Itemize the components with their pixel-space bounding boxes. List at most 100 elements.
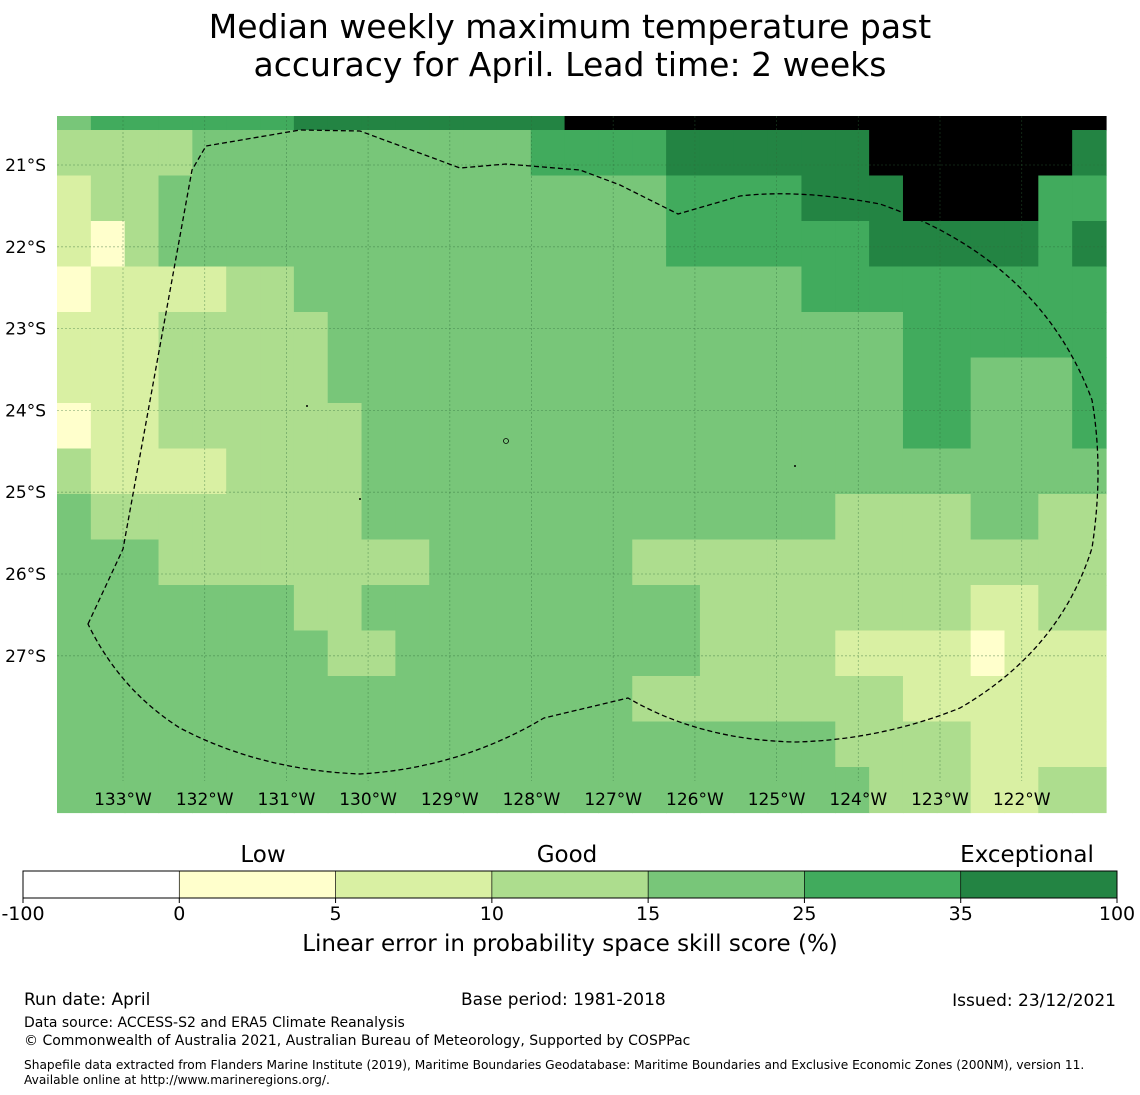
heatmap-cell bbox=[192, 448, 227, 495]
heatmap-cell bbox=[463, 676, 498, 723]
heatmap-cell bbox=[801, 116, 836, 131]
heatmap-cell bbox=[124, 175, 160, 222]
heatmap-cell bbox=[429, 221, 464, 268]
colorbar-tick-label: 5 bbox=[330, 903, 342, 925]
heatmap-cell bbox=[530, 448, 566, 495]
heatmap-cell bbox=[361, 312, 396, 359]
heatmap-cell bbox=[395, 630, 430, 677]
chart-title: Median weekly maximum temperature past a… bbox=[0, 8, 1140, 84]
heatmap-cell bbox=[699, 539, 735, 586]
heatmap-cell bbox=[936, 767, 972, 814]
heatmap-cell bbox=[327, 357, 363, 404]
heatmap-cell bbox=[666, 312, 701, 359]
heatmap-cell bbox=[57, 630, 92, 677]
heatmap-cell bbox=[1038, 357, 1073, 404]
heatmap-cell bbox=[530, 494, 566, 541]
heatmap-cell bbox=[530, 221, 566, 268]
heatmap-cell bbox=[293, 539, 329, 586]
heatmap-cell bbox=[801, 494, 836, 541]
heatmap-cell bbox=[801, 266, 836, 313]
heatmap-cell bbox=[666, 630, 701, 677]
heatmap-cell bbox=[598, 130, 633, 177]
heatmap-cell bbox=[1004, 130, 1039, 177]
heatmap-cell bbox=[429, 357, 464, 404]
x-tick-label: 123°W bbox=[911, 790, 969, 810]
heatmap-cell bbox=[1038, 175, 1073, 222]
colorbar-segment bbox=[179, 871, 336, 898]
heatmap-cell bbox=[124, 676, 160, 723]
heatmap-cell bbox=[226, 403, 261, 450]
heatmap-cell bbox=[970, 266, 1006, 313]
heatmap-cell bbox=[1004, 312, 1039, 359]
heatmap-cell bbox=[733, 221, 769, 268]
copyright-notice: © Commonwealth of Australia 2021, Austra… bbox=[24, 1033, 691, 1049]
heatmap-cell bbox=[666, 130, 701, 177]
heatmap-cell bbox=[767, 767, 803, 814]
heatmap-cell bbox=[598, 721, 633, 768]
island bbox=[306, 405, 308, 407]
heatmap-cell bbox=[192, 357, 227, 404]
heatmap-cell bbox=[1072, 357, 1107, 404]
heatmap-cell bbox=[666, 221, 701, 268]
heatmap-cell bbox=[564, 403, 600, 450]
heatmap-cell bbox=[90, 448, 126, 495]
heatmap-cell bbox=[293, 221, 329, 268]
colorbar-segment bbox=[335, 871, 493, 898]
heatmap-cell bbox=[530, 130, 566, 177]
heatmap-cell bbox=[463, 312, 498, 359]
heatmap-cell bbox=[327, 116, 363, 131]
heatmap-cell bbox=[395, 676, 430, 723]
heatmap-cell bbox=[124, 494, 160, 541]
heatmap-cell bbox=[158, 116, 193, 131]
heatmap-cell bbox=[158, 630, 193, 677]
heatmap-cell bbox=[936, 676, 972, 723]
heatmap-cell bbox=[463, 357, 498, 404]
heatmap-cell bbox=[463, 494, 498, 541]
heatmap-cell bbox=[733, 175, 769, 222]
heatmap-cell bbox=[260, 266, 295, 313]
heatmap-cell bbox=[192, 539, 227, 586]
heatmap-cell bbox=[767, 721, 803, 768]
heatmap-cell bbox=[158, 403, 193, 450]
heatmap-cell bbox=[260, 175, 295, 222]
heatmap-cell bbox=[192, 721, 227, 768]
heatmap-cell bbox=[936, 116, 972, 131]
heatmap-cell bbox=[1072, 721, 1107, 768]
heatmap-cell bbox=[293, 494, 329, 541]
heatmap-cell bbox=[1004, 448, 1039, 495]
heatmap-cell bbox=[429, 403, 464, 450]
heatmap-cell bbox=[936, 539, 972, 586]
heatmap-cell bbox=[902, 130, 938, 177]
x-tick-label: 122°W bbox=[993, 790, 1051, 810]
heatmap-cell bbox=[869, 676, 904, 723]
heatmap-cell bbox=[57, 494, 92, 541]
heatmap-cell bbox=[801, 539, 836, 586]
heatmap-cell bbox=[1038, 494, 1073, 541]
heatmap-cell bbox=[666, 175, 701, 222]
heatmap-cell bbox=[260, 221, 295, 268]
heatmap-cell bbox=[1038, 403, 1073, 450]
heatmap-cell bbox=[192, 266, 227, 313]
heatmap-cell bbox=[530, 721, 566, 768]
colorbar-category-exceptional: Exceptional bbox=[960, 842, 1094, 868]
heatmap-cell bbox=[564, 357, 600, 404]
heatmap-cell bbox=[733, 630, 769, 677]
heatmap-cell bbox=[564, 721, 600, 768]
heatmap-cell bbox=[496, 721, 532, 768]
heatmap-cell bbox=[869, 357, 904, 404]
x-tick-label: 133°W bbox=[94, 790, 152, 810]
heatmap-cell bbox=[496, 175, 532, 222]
y-tick-label: 21°S bbox=[5, 156, 46, 176]
heatmap-cell bbox=[699, 175, 735, 222]
heatmap-cell bbox=[395, 221, 430, 268]
heatmap-cell bbox=[733, 403, 769, 450]
heatmap-cell bbox=[496, 585, 532, 632]
heatmap-cell bbox=[395, 539, 430, 586]
heatmap-cell bbox=[1004, 676, 1039, 723]
heatmap-cell bbox=[666, 767, 701, 814]
heatmap-cell bbox=[564, 767, 600, 814]
heatmap-cell bbox=[361, 721, 396, 768]
heatmap-cell bbox=[57, 767, 92, 814]
heatmap-cell bbox=[1038, 130, 1073, 177]
heatmap-cell bbox=[293, 676, 329, 723]
